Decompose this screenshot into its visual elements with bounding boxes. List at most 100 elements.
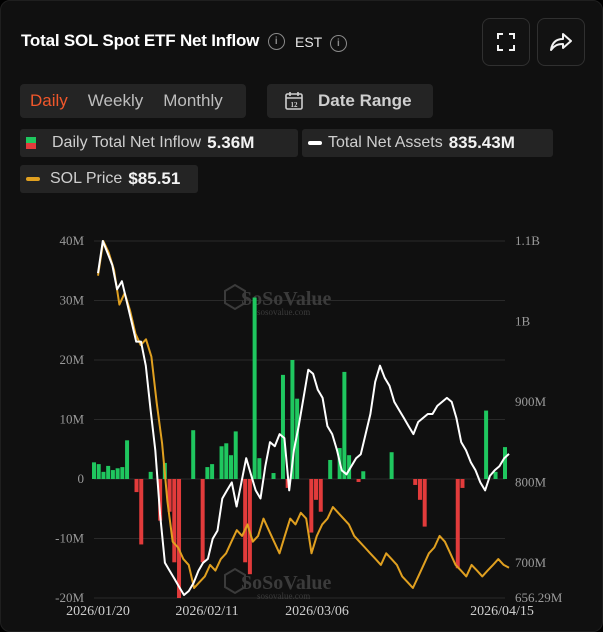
legend-assets-label: Total Net Assets [328, 134, 443, 151]
date-range-label: Date Range [318, 91, 412, 110]
y-right-tick-label: 656.29M [515, 590, 563, 605]
inflow-bar [139, 479, 144, 545]
legend-price-value: $85.51 [128, 169, 181, 188]
inflow-bar [347, 455, 352, 479]
timezone-info-icon[interactable]: i [329, 34, 347, 52]
inflow-bar [134, 479, 139, 493]
chart-axes: 40M 30M 20M 10M 0 -10M -20M 1.1B 1B 900M 800M 700M 6… [55, 233, 563, 619]
tab-daily[interactable]: Daily [30, 91, 68, 110]
chart-lines [97, 240, 510, 596]
inflow-bar [460, 479, 465, 488]
share-button[interactable] [537, 18, 585, 66]
inflow-bar [422, 479, 427, 527]
inflow-bar [120, 467, 125, 479]
inflow-bar [252, 297, 257, 479]
inflow-bar [205, 467, 210, 479]
inflow-bar [309, 479, 314, 533]
y-right-tick-label: 700M [515, 555, 547, 570]
x-tick-label: 2026/04/15 [470, 604, 534, 619]
fullscreen-button[interactable] [482, 18, 530, 66]
inflow-bar [233, 431, 238, 479]
inflow-bar [101, 471, 106, 479]
inflow-bar [356, 479, 361, 482]
legend-inflow-label: Daily Total Net Inflow [52, 134, 202, 151]
inflow-bar [243, 479, 248, 563]
inflow-bar [191, 430, 196, 479]
inflow-legend-swatch [26, 137, 36, 149]
inflow-bar [115, 468, 120, 479]
svg-text:12: 12 [291, 101, 299, 109]
inflow-bar [389, 452, 394, 479]
timezone-text: EST [295, 34, 322, 50]
watermark-brand: SoSoValue [241, 288, 332, 310]
inflow-bar [229, 455, 233, 479]
watermark: SoSoValuesosovalue.comSoSoValuesosovalue… [224, 283, 332, 601]
y-left-tick-label: -20M [55, 590, 84, 605]
price-line [97, 240, 510, 589]
inflow-bar [177, 479, 182, 598]
inflow-bar [290, 360, 295, 479]
y-left-tick-label: 0 [78, 471, 85, 486]
inflow-bar [271, 473, 276, 479]
chart-title: Total SOL Spot ETF Net Inflow i [21, 31, 285, 51]
y-left-tick-label: 20M [59, 352, 84, 367]
legend-price[interactable]: SOL Price $85.51 [20, 165, 198, 193]
inflow-bar [219, 446, 224, 479]
inflow-bar [200, 479, 205, 563]
calendar-icon: 12 [285, 92, 303, 110]
fullscreen-icon [497, 33, 515, 51]
inflow-bar [361, 471, 366, 479]
y-left-tick-label: 10M [59, 412, 84, 427]
y-right-tick-label: 900M [515, 394, 547, 409]
inflow-bar [318, 479, 323, 512]
inflow-bar [167, 479, 172, 512]
inflow-bar [92, 462, 96, 479]
inflow-bar [342, 371, 347, 479]
inflow-bar [484, 410, 489, 479]
inflow-bar [106, 465, 111, 479]
inflow-bar [125, 440, 130, 479]
y-right-tick-label: 800M [515, 474, 547, 489]
tab-monthly[interactable]: Monthly [163, 91, 223, 110]
title-info-icon[interactable]: i [267, 33, 285, 51]
date-range-button[interactable]: 12 Date Range [267, 84, 433, 118]
inflow-bar [314, 479, 319, 500]
inflow-bar [493, 471, 498, 479]
y-left-tick-label: 30M [59, 293, 84, 308]
y-right-tick-label: 1B [515, 313, 531, 328]
y-left-tick-label: 40M [59, 233, 84, 248]
inflow-bar [455, 479, 460, 569]
x-tick-label: 2026/02/11 [175, 604, 238, 619]
net-assets-line [97, 240, 510, 596]
watermark-url: sosovalue.com [257, 307, 310, 317]
watermark-brand: SoSoValue [241, 572, 332, 594]
inflow-bar [210, 464, 215, 479]
x-tick-label: 2026/03/06 [285, 604, 349, 619]
inflow-bar [417, 479, 422, 500]
x-tick-label: 2026/01/20 [66, 604, 130, 619]
inflow-bar [328, 459, 333, 479]
watermark-logo-icon [224, 567, 246, 595]
inflow-bar [224, 443, 229, 479]
legend-assets-value: 835.43M [448, 133, 515, 152]
tab-weekly[interactable]: Weekly [87, 91, 144, 110]
interval-tabs: Daily Weekly Monthly [20, 84, 246, 118]
assets-legend-swatch [308, 141, 322, 145]
inflow-bar [172, 479, 177, 563]
inflow-bar [96, 464, 101, 479]
legend-assets[interactable]: Total Net Assets 835.43M [302, 129, 553, 157]
inflow-bar [158, 479, 163, 521]
inflow-bar [280, 374, 285, 479]
legend-inflow[interactable]: Daily Total Net Inflow 5.36M [20, 129, 298, 157]
inflow-bar [257, 458, 262, 479]
inflow-bar [503, 447, 507, 479]
price-legend-swatch [26, 177, 40, 181]
inflow-bar [247, 479, 252, 575]
y-right-tick-label: 1.1B [515, 233, 540, 248]
inflow-bar [148, 471, 153, 479]
share-icon [550, 33, 572, 51]
watermark-logo-icon [224, 283, 246, 311]
chart-title-text: Total SOL Spot ETF Net Inflow [21, 31, 260, 50]
inflow-bar [110, 470, 115, 479]
